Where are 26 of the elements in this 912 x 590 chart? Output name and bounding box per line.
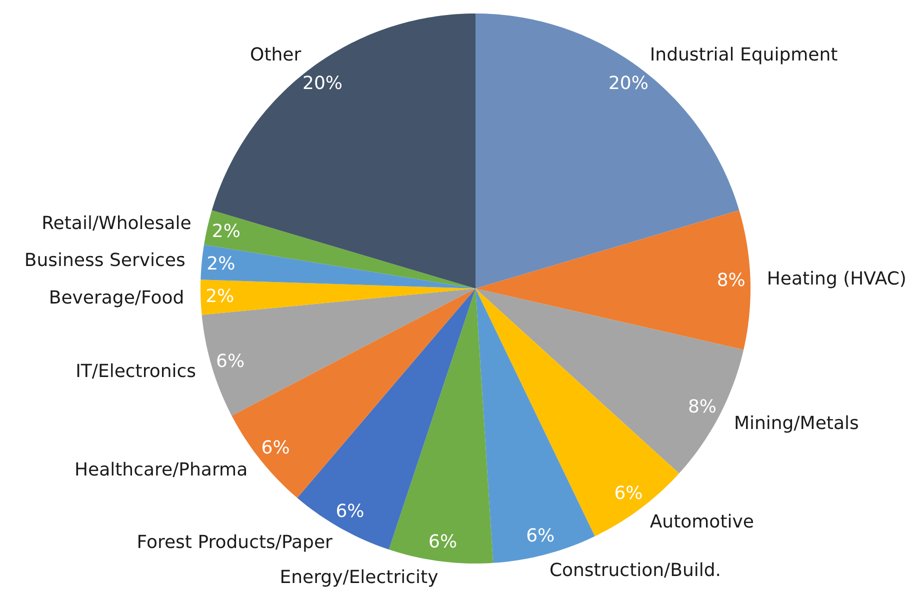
slice-label: Heating (HVAC) [766, 268, 906, 290]
slice-label: Retail/Wholesale [42, 213, 192, 234]
data-label: 20% [608, 73, 648, 94]
slice-label: Construction/Build. [549, 560, 722, 581]
data-label: 6% [526, 525, 555, 546]
data-label: 6% [261, 437, 290, 458]
data-label: 20% [302, 73, 343, 94]
data-label: 8% [716, 270, 746, 291]
data-label: 8% [688, 396, 717, 418]
data-label: 2% [212, 221, 240, 242]
slice-label: Beverage/Food [48, 287, 184, 308]
slice-label: Industrial Equipment [650, 44, 838, 66]
slice-label: Energy/Electricity [280, 567, 439, 588]
slice-label: Automotive [650, 512, 754, 533]
data-label: 6% [216, 350, 245, 372]
data-label: 6% [614, 482, 643, 504]
data-label: 2% [206, 286, 234, 308]
data-label: 6% [336, 500, 364, 522]
data-label: 6% [428, 532, 458, 553]
slice-label: Forest Products/Paper [136, 532, 334, 553]
slice-label: Other [250, 44, 302, 66]
slice-label: Healthcare/Pharma [74, 460, 248, 481]
data-label: 2% [206, 253, 236, 274]
slice-label: Mining/Metals [734, 412, 859, 434]
slice-label: Business Services [24, 250, 186, 272]
slice-label: IT/Electronics [76, 360, 196, 382]
